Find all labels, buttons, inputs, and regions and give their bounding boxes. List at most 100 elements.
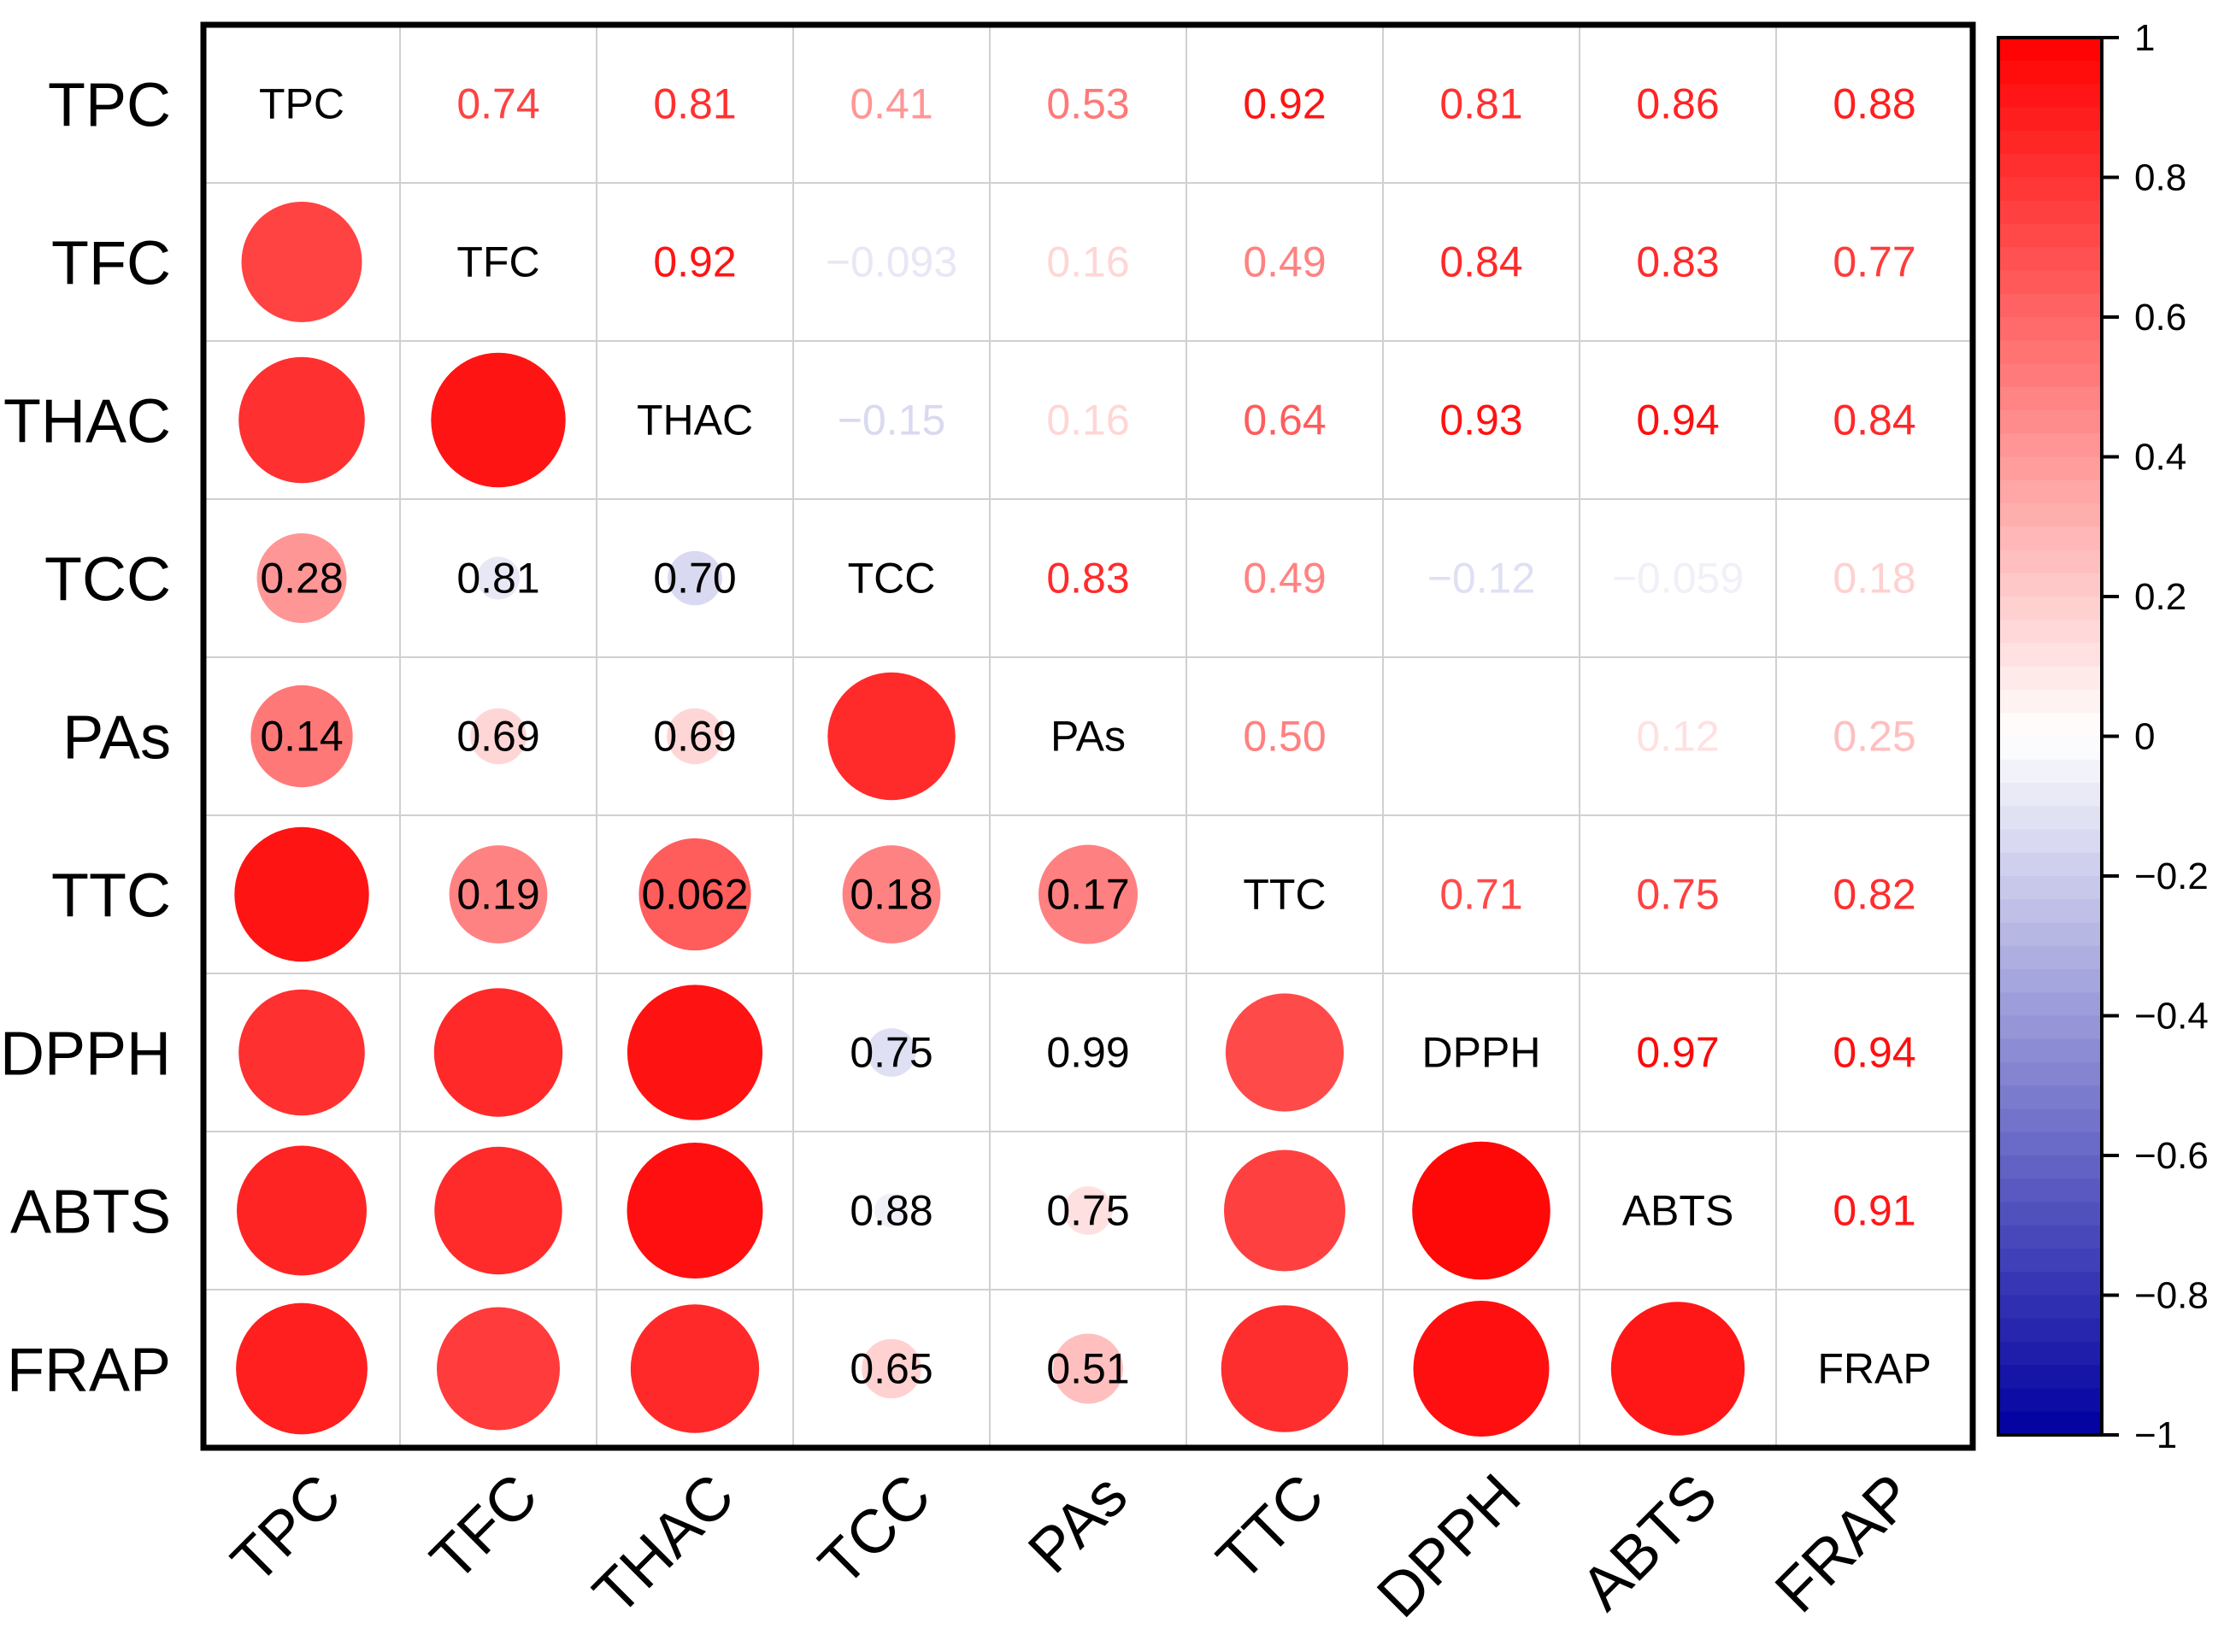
diagonal-label: THAC	[637, 397, 753, 444]
y-tick-label: TCC	[44, 546, 171, 614]
colorbar-segment	[1998, 1342, 2102, 1366]
colorbar-segment	[1998, 922, 2102, 947]
colorbar-segment	[1998, 1038, 2102, 1063]
correlation-value: 0.81	[653, 80, 736, 128]
correlation-circle	[434, 1146, 562, 1275]
colorbar-segment	[1998, 666, 2102, 691]
colorbar-segment	[1998, 829, 2102, 854]
correlation-circle	[238, 989, 365, 1116]
correlation-circle	[477, 556, 520, 600]
correlation-circle	[667, 708, 723, 765]
colorbar-segment	[1998, 38, 2102, 62]
colorbar: 1 0.8 0.6 0.4 0.2 0 −0.2 −0.4 −0.6 −0.8 −1	[1997, 17, 2209, 1456]
colorbar-segment	[1998, 107, 2102, 132]
colorbar-segment	[1998, 969, 2102, 993]
colorbar-segment	[1998, 410, 2102, 434]
correlation-value: −0.059	[1612, 555, 1744, 603]
correlation-circle	[431, 352, 566, 488]
colorbar-tick-label: 0.6	[2134, 297, 2186, 338]
colorbar-segment	[1998, 736, 2102, 761]
colorbar-segment	[1998, 783, 2102, 807]
colorbar-segment	[1998, 61, 2102, 85]
correlation-value: 0.16	[1046, 397, 1129, 444]
colorbar-tick-label: 0.4	[2134, 437, 2186, 479]
p-value-label: 0.75	[1046, 1187, 1129, 1235]
correlation-value: 0.92	[1243, 80, 1326, 128]
correlation-value: 0.25	[1833, 713, 1915, 761]
correlation-circle	[449, 845, 548, 944]
correlation-circle	[470, 708, 527, 765]
colorbar-segment	[1998, 503, 2102, 527]
correlation-circle	[842, 845, 941, 944]
correlation-value: 0.50	[1243, 713, 1326, 761]
colorbar-segment	[1998, 386, 2102, 411]
correlation-circle	[668, 550, 722, 606]
colorbar-segment	[1998, 154, 2102, 179]
x-tick-label: TCC	[806, 1461, 944, 1599]
correlation-circle	[1039, 844, 1138, 944]
colorbar-segment	[1998, 433, 2102, 458]
correlation-circle	[862, 1338, 921, 1399]
colorbar-segment	[1998, 1085, 2102, 1110]
colorbar-tick-label: −0.4	[2134, 996, 2209, 1038]
diagonal-label: TTC	[1243, 871, 1326, 919]
correlation-value: 0.16	[1046, 238, 1129, 286]
correlation-circle	[234, 826, 369, 962]
colorbar-segment	[1998, 550, 2102, 574]
colorbar-segment	[1998, 759, 2102, 784]
diagonal-label: TCC	[848, 555, 936, 603]
colorbar-segment	[1998, 876, 2102, 900]
colorbar-segment	[1998, 224, 2102, 248]
colorbar-segment	[1998, 945, 2102, 970]
colorbar-tick-label: −0.2	[2134, 855, 2209, 897]
correlation-circle	[638, 838, 751, 951]
colorbar-tick-label: 0.8	[2134, 157, 2186, 199]
correlation-circle	[1610, 1302, 1745, 1436]
colorbar-tick-label: 0	[2134, 716, 2155, 758]
correlation-value: −0.093	[826, 238, 957, 286]
diagonal-label: TPC	[259, 80, 344, 128]
correlation-circle	[238, 356, 365, 484]
colorbar-tick-label: 0.2	[2134, 576, 2186, 618]
diagonal-label: ABTS	[1622, 1187, 1734, 1235]
colorbar-segment	[1998, 690, 2102, 714]
correlation-circles	[234, 202, 1745, 1437]
colorbar-segment	[1998, 1132, 2102, 1156]
correlation-circle	[241, 202, 362, 322]
correlation-circle	[1053, 1333, 1123, 1404]
correlation-value: 0.91	[1833, 1187, 1915, 1235]
y-tick-label: PAs	[62, 704, 171, 773]
diagonal-label: DPPH	[1422, 1029, 1541, 1077]
correlation-value: 0.94	[1833, 1029, 1915, 1077]
correlation-value: 0.64	[1243, 397, 1326, 444]
correlation-value: 0.84	[1439, 238, 1522, 286]
colorbar-segment	[1998, 340, 2102, 365]
y-tick-label: FRAP	[7, 1337, 171, 1405]
colorbar-segment	[1998, 806, 2102, 831]
correlation-value: 0.41	[850, 80, 933, 128]
correlation-value: 0.18	[1833, 555, 1915, 603]
correlation-value: 0.83	[1636, 238, 1719, 286]
plot-frame	[200, 21, 1976, 1451]
colorbar-segment	[1998, 1249, 2102, 1273]
correlation-circle	[1221, 1305, 1349, 1432]
diagonal-label: TFC	[456, 238, 539, 286]
correlation-circle	[1412, 1141, 1550, 1280]
grid-lines	[203, 25, 1973, 1448]
colorbar-segment	[1998, 363, 2102, 388]
colorbar-segment	[1998, 1388, 2102, 1413]
correlation-value: 0.74	[456, 80, 539, 128]
colorbar-segment	[1998, 597, 2102, 620]
correlation-value: 0.92	[653, 238, 736, 286]
p-value-label: 0.062	[641, 871, 748, 919]
colorbar-segment	[1998, 1015, 2102, 1040]
p-value-label: 0.51	[1046, 1345, 1129, 1393]
colorbar-segment	[1998, 1108, 2102, 1133]
colorbar-tick-label: −0.6	[2134, 1135, 2209, 1177]
x-tick-label: FRAP	[1762, 1461, 1927, 1626]
x-tick-label: TTC	[1204, 1461, 1338, 1595]
diagonal-label: PAs	[1050, 713, 1126, 761]
p-value-label: 0.81	[456, 555, 539, 603]
colorbar-segment	[1998, 200, 2102, 225]
correlation-circle	[867, 1028, 916, 1077]
